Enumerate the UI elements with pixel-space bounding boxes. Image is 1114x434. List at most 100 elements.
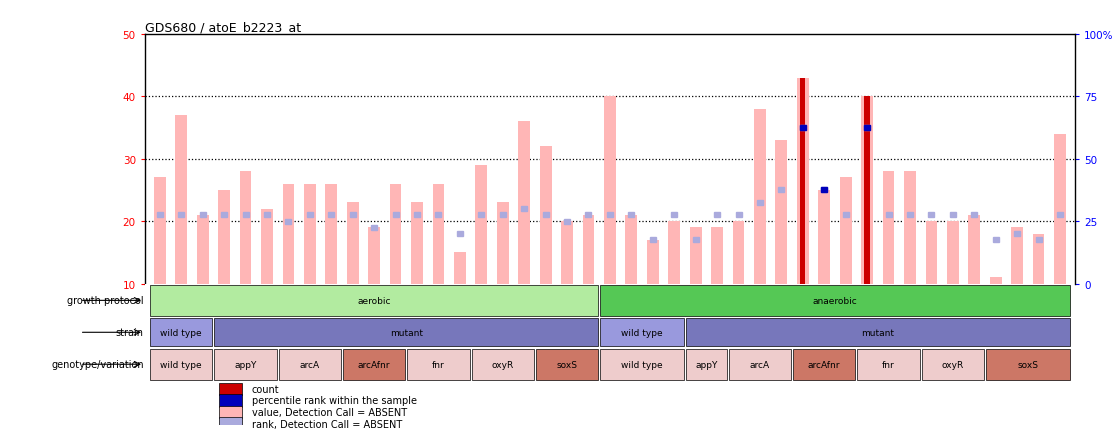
Bar (457, 232, 463, 237)
Bar (672, 213, 677, 218)
Text: oxyR: oxyR (941, 360, 964, 369)
Bar (154, 178, 166, 284)
Bar (986, 349, 1069, 380)
Bar (821, 188, 828, 193)
Bar (861, 97, 873, 284)
Text: anaerobic: anaerobic (812, 296, 858, 305)
Bar (1054, 135, 1066, 284)
Bar (500, 213, 506, 218)
Bar (775, 141, 788, 284)
Bar (882, 172, 895, 284)
Text: arcAfnr: arcAfnr (358, 360, 390, 369)
Bar (150, 319, 213, 346)
Bar (604, 97, 616, 284)
Bar (455, 253, 466, 284)
Bar (390, 184, 401, 284)
Bar (414, 213, 420, 218)
Bar (219, 406, 243, 418)
Bar (564, 219, 570, 224)
Bar (536, 349, 598, 380)
Bar (864, 126, 870, 131)
Text: arcA: arcA (300, 360, 320, 369)
Text: count: count (252, 384, 280, 394)
Bar (197, 215, 208, 284)
Bar (219, 383, 243, 395)
Bar (711, 228, 723, 284)
Bar (218, 191, 229, 284)
Bar (968, 215, 980, 284)
Text: wild type: wild type (160, 360, 202, 369)
Text: soxS: soxS (557, 360, 577, 369)
Bar (600, 319, 684, 346)
Text: fnr: fnr (882, 360, 895, 369)
Bar (240, 172, 252, 284)
Bar (497, 203, 509, 284)
Bar (858, 349, 920, 380)
Bar (411, 203, 423, 284)
Bar (800, 79, 805, 284)
Bar (436, 213, 441, 218)
Bar (369, 228, 380, 284)
Bar (285, 219, 292, 224)
Bar (539, 147, 551, 284)
Bar (779, 188, 784, 193)
Bar (993, 238, 999, 243)
Text: GDS680 / atoE_b2223_at: GDS680 / atoE_b2223_at (145, 20, 301, 33)
Text: strain: strain (116, 328, 144, 338)
Bar (797, 79, 809, 284)
Bar (471, 349, 534, 380)
Bar (157, 213, 163, 218)
Bar (543, 213, 548, 218)
Bar (215, 319, 598, 346)
Bar (221, 213, 227, 218)
Text: appY: appY (695, 360, 717, 369)
Bar (583, 215, 595, 284)
Bar (304, 184, 315, 284)
Bar (735, 213, 742, 218)
Text: value, Detection Call = ABSENT: value, Detection Call = ABSENT (252, 407, 407, 417)
Bar (350, 213, 355, 218)
Bar (325, 184, 338, 284)
Text: mutant: mutant (390, 328, 423, 337)
Bar (864, 97, 870, 284)
Bar (329, 213, 334, 218)
Bar (800, 126, 805, 131)
Text: appY: appY (234, 360, 256, 369)
Text: arcA: arcA (750, 360, 770, 369)
Bar (408, 349, 469, 380)
Bar (476, 166, 487, 284)
Text: mutant: mutant (861, 328, 895, 337)
Bar (886, 213, 891, 218)
Text: percentile rank within the sample: percentile rank within the sample (252, 395, 417, 405)
Bar (754, 109, 765, 284)
Bar (990, 278, 1001, 284)
Bar (607, 213, 613, 218)
Text: genotype/variation: genotype/variation (51, 359, 144, 369)
Bar (600, 349, 684, 380)
Text: growth protocol: growth protocol (67, 296, 144, 306)
Text: soxS: soxS (1017, 360, 1038, 369)
Text: wild type: wild type (622, 360, 663, 369)
Bar (371, 225, 378, 230)
Bar (905, 172, 916, 284)
Text: oxyR: oxyR (491, 360, 514, 369)
Bar (178, 213, 184, 218)
Bar (628, 213, 634, 218)
Bar (800, 126, 805, 131)
Bar (278, 349, 341, 380)
Bar (561, 222, 573, 284)
Bar (729, 349, 791, 380)
Bar (243, 213, 248, 218)
Bar (432, 184, 444, 284)
Bar (690, 228, 702, 284)
Bar (600, 286, 1069, 316)
Bar (625, 215, 637, 284)
Bar (947, 222, 959, 284)
Bar (693, 238, 698, 243)
Bar (219, 395, 243, 407)
Bar (1014, 232, 1020, 237)
Bar (1033, 234, 1045, 284)
Bar (199, 213, 206, 218)
Bar (668, 222, 681, 284)
Bar (283, 184, 294, 284)
